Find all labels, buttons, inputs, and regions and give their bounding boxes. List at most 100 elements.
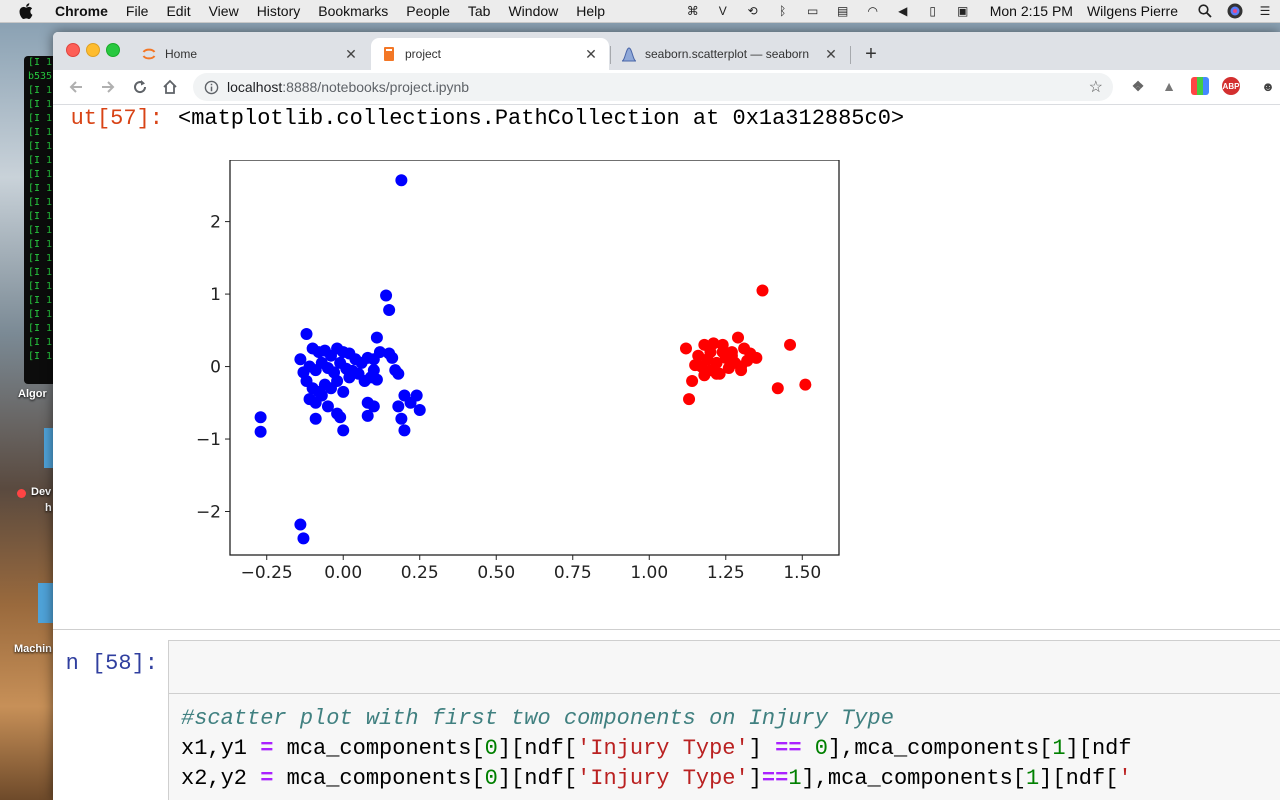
tab-home[interactable]: Home ✕ [131, 38, 369, 70]
code-cell[interactable]: #scatter plot with first two components … [168, 693, 1280, 800]
code-comment: #scatter plot with first two components … [181, 706, 894, 731]
minimize-window-button[interactable] [86, 43, 100, 57]
color-picker-extension-icon[interactable] [1191, 77, 1209, 95]
close-tab-icon[interactable]: ✕ [345, 45, 357, 62]
desktop-label-machine[interactable]: Machin [14, 643, 52, 655]
menu-people[interactable]: People [406, 3, 450, 19]
menu-clock[interactable]: Mon 2:15 PM [989, 3, 1073, 19]
terminal-line: [I 1 [28, 281, 53, 292]
drive-icon[interactable]: ▲ [1162, 78, 1176, 94]
terminal-line: [I 1 [28, 183, 53, 194]
forward-button[interactable] [95, 74, 121, 100]
menu-help[interactable]: Help [576, 3, 606, 19]
url-path: :8888/notebooks/project.ipynb [282, 79, 470, 95]
new-tab-button[interactable]: + [865, 42, 877, 65]
menu-history[interactable]: History [256, 3, 301, 19]
airplay-icon[interactable]: ▭ [807, 4, 819, 18]
tab-project[interactable]: project ✕ [371, 38, 609, 70]
terminal-line: [I 1 [28, 141, 53, 152]
terminal-line: [I 1 [28, 267, 53, 278]
menu-edit[interactable]: Edit [166, 3, 191, 19]
calendar-icon[interactable]: ▣ [957, 4, 969, 18]
vpn-icon[interactable]: V [718, 4, 727, 18]
back-button[interactable] [63, 74, 89, 100]
battery-icon[interactable]: ▯ [929, 4, 936, 18]
reload-button[interactable] [127, 74, 153, 100]
siri-icon[interactable] [1227, 3, 1243, 19]
volume-icon[interactable]: ◀ [898, 4, 908, 18]
battery-monitor-icon[interactable]: ▤ [837, 4, 849, 18]
scatter-point-blue [254, 425, 267, 438]
scatter-point-red [750, 351, 763, 364]
desktop-label-dev-2[interactable]: h [45, 502, 52, 514]
close-window-button[interactable] [66, 43, 80, 57]
cell-divider [53, 629, 1280, 630]
scatter-point-blue [386, 351, 399, 364]
x-tick-label: 1.50 [783, 563, 821, 583]
x-tick-label: 1.25 [707, 563, 745, 583]
menu-bar: Chrome File Edit View History Bookmarks … [0, 0, 1280, 23]
desktop-folder-icon[interactable] [38, 583, 54, 623]
scatter-point-blue [367, 400, 380, 413]
terminal-line: [I 1 [28, 225, 53, 236]
home-button[interactable] [157, 74, 183, 100]
scatter-point-blue [383, 304, 396, 317]
menu-file[interactable]: File [125, 3, 149, 19]
menu-app-name[interactable]: Chrome [55, 3, 108, 19]
menu-user[interactable]: Wilgens Pierre [1086, 3, 1178, 19]
menu-window[interactable]: Window [508, 3, 559, 19]
scatter-point-blue [392, 400, 405, 413]
scatter-point-blue [370, 373, 383, 386]
desktop-label-dev[interactable]: Dev [31, 486, 52, 498]
dropbox-icon[interactable]: ❖ [1131, 77, 1145, 94]
scatter-point-red [722, 362, 735, 375]
terminal-line: [I 1 [28, 239, 53, 250]
close-tab-icon[interactable]: ✕ [825, 45, 837, 62]
empty-code-cell[interactable] [168, 640, 1280, 694]
y-tick-label: 1 [210, 285, 221, 305]
seaborn-icon [621, 46, 637, 62]
scatter-point-blue [367, 353, 380, 366]
extension-icon[interactable]: ☻ [1261, 78, 1275, 94]
wifi-icon[interactable]: ◠ [867, 4, 878, 18]
scatter-point-blue [297, 532, 310, 545]
bluetooth-icon[interactable]: ᛒ [779, 4, 787, 18]
terminal-window[interactable]: [I 1 b535 [I 1 [I 1 [I 1 [I 1 [I 1 [I 1 [I 1 [I 1… [24, 56, 58, 384]
adblock-icon[interactable]: ABP [1222, 77, 1240, 95]
menu-view[interactable]: View [208, 3, 239, 19]
scatter-point-red [756, 284, 769, 297]
time-machine-icon[interactable]: ⟲ [747, 4, 758, 18]
address-bar[interactable]: localhost:8888/notebooks/project.ipynb ☆ [193, 73, 1113, 101]
desktop-label-algorithms[interactable]: Algor [18, 388, 47, 400]
info-icon[interactable] [203, 79, 219, 95]
x-tick-label: 1.00 [630, 563, 668, 583]
menu-tab[interactable]: Tab [467, 3, 491, 19]
scatter-point-red [732, 331, 745, 344]
bookmark-star-icon[interactable]: ☆ [1088, 79, 1103, 96]
scatter-point-red [716, 346, 729, 359]
scatter-point-red [704, 346, 717, 359]
terminal-line: [I 1 [28, 85, 53, 96]
zoom-window-button[interactable] [106, 43, 120, 57]
keyboard-icon[interactable]: ⌘ [686, 4, 699, 18]
notification-center-icon[interactable]: ☰ [1259, 4, 1271, 18]
scatter-point-blue [309, 412, 322, 425]
url-host: localhost [227, 79, 283, 95]
apple-icon[interactable] [18, 0, 34, 22]
close-tab-icon[interactable]: ✕ [585, 45, 597, 62]
tab-seaborn[interactable]: seaborn.scatterplot — seaborn ✕ [611, 38, 849, 70]
menu-bookmarks[interactable]: Bookmarks [318, 3, 389, 19]
scatter-point-red [679, 342, 692, 355]
scatter-point-red [784, 338, 797, 351]
scatter-point-blue [300, 327, 313, 340]
browser-toolbar: localhost:8888/notebooks/project.ipynb ☆… [53, 70, 1280, 105]
scatter-point-blue [380, 289, 393, 302]
scatter-point-blue [294, 353, 307, 366]
scatter-point-red [686, 375, 699, 388]
scatter-point-blue [315, 389, 328, 402]
scatter-point-blue [294, 518, 307, 531]
tab-title: project [405, 47, 442, 61]
scatter-point-blue [337, 385, 350, 398]
terminal-line: [I 1 [28, 99, 53, 110]
search-icon[interactable] [1197, 4, 1213, 18]
